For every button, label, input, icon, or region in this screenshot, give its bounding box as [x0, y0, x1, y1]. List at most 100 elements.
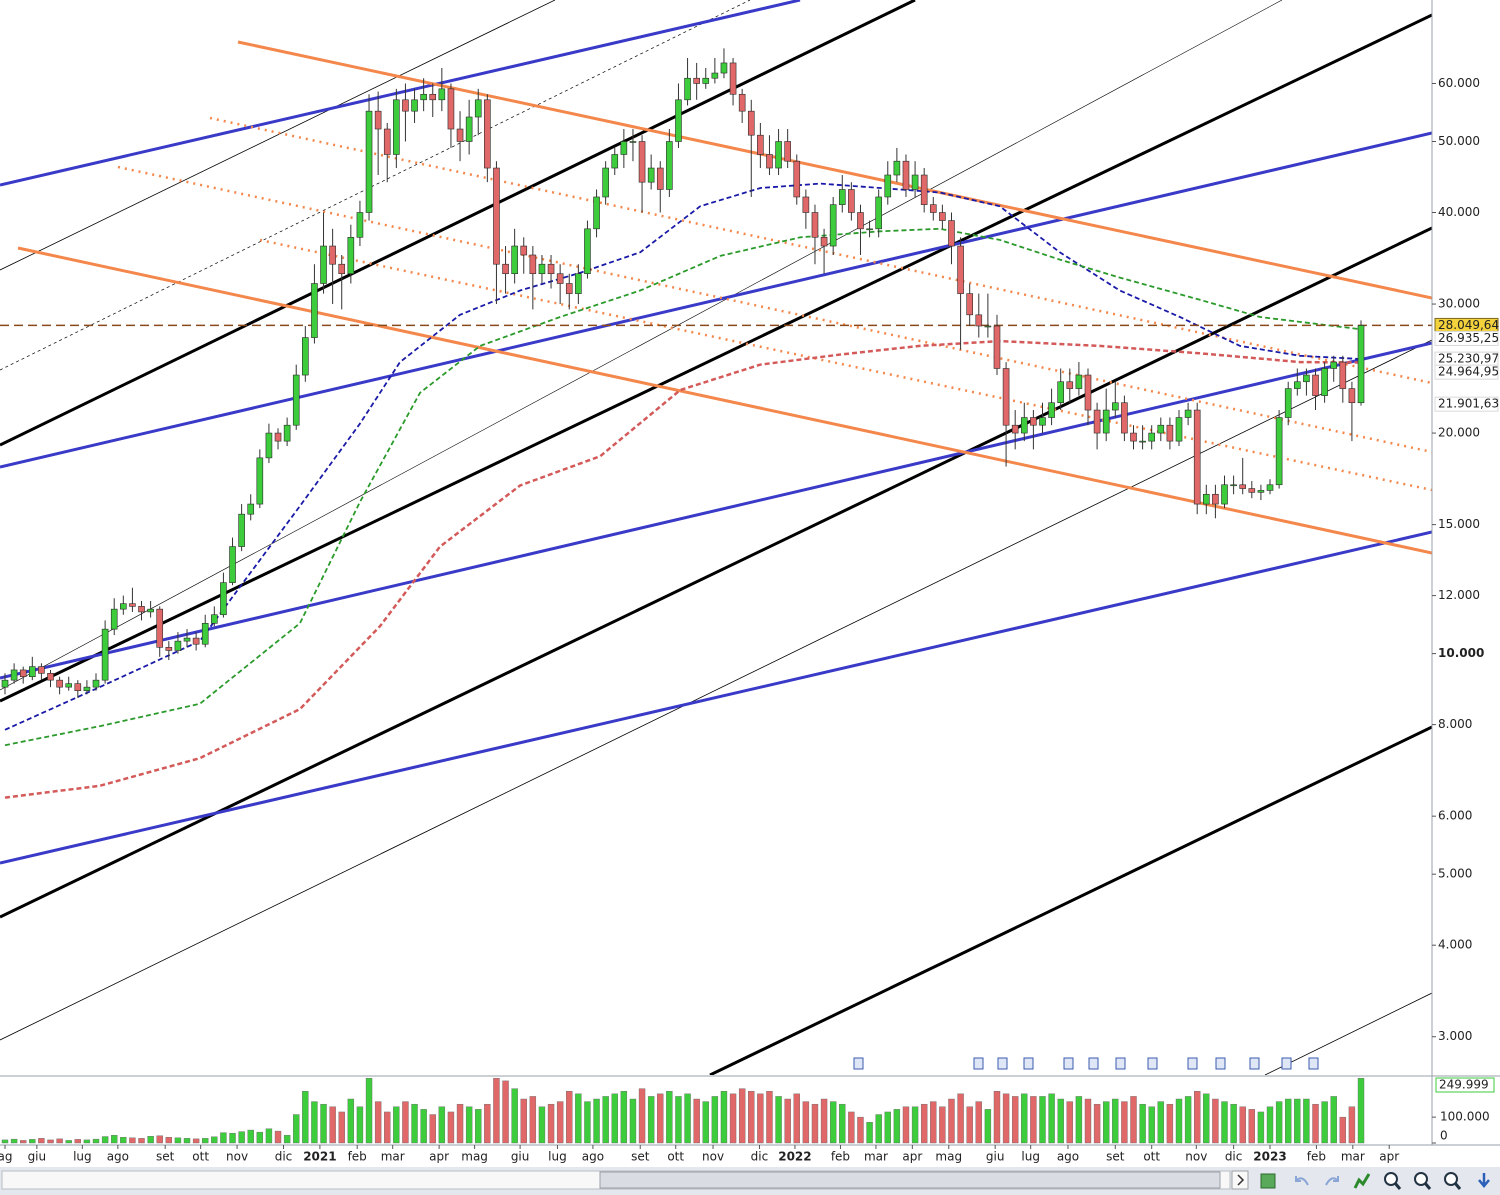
volume-bar: [556, 1101, 564, 1144]
candle-body: [1348, 388, 1356, 404]
candle-body: [65, 683, 73, 688]
candle-body: [966, 293, 973, 316]
trendline: [0, 226, 1432, 919]
volume-bar: [475, 1109, 482, 1144]
note-icon[interactable]: [1063, 1057, 1074, 1070]
candle-body: [211, 614, 218, 624]
y-tick-label: 30.000: [1438, 297, 1480, 311]
volume-bar: [957, 1093, 964, 1144]
candle-body: [183, 637, 191, 642]
candle-body: [984, 325, 992, 328]
x-tick-label: ott: [667, 1150, 684, 1164]
volume-bar: [156, 1135, 163, 1144]
x-tick-label: dic: [275, 1150, 293, 1164]
x-tick-label: 2022: [778, 1150, 811, 1164]
candle-body: [238, 513, 245, 547]
note-icon[interactable]: [1115, 1057, 1126, 1070]
note-icon[interactable]: [1249, 1057, 1260, 1070]
note-icon[interactable]: [973, 1057, 984, 1070]
candle-body: [83, 686, 91, 692]
volume-bar: [1175, 1098, 1183, 1144]
volume-bar: [684, 1093, 691, 1144]
volume-tick-label: 100.000: [1440, 1110, 1490, 1124]
volume-bar: [1066, 1101, 1073, 1144]
volume-bar: [256, 1131, 264, 1144]
note-icon[interactable]: [1088, 1057, 1099, 1070]
volume-bar: [1357, 1078, 1365, 1144]
volume-bar: [74, 1139, 82, 1144]
candle-body: [720, 62, 728, 74]
trendline: [0, 0, 916, 447]
candle-body: [993, 325, 1001, 369]
candle-body: [602, 167, 609, 198]
candle-body: [1048, 402, 1055, 418]
note-icon[interactable]: [1023, 1057, 1034, 1070]
candle-body: [629, 141, 637, 143]
note-icon[interactable]: [1308, 1057, 1319, 1070]
trendline: [0, 341, 1432, 680]
x-tick-label: apr: [1379, 1150, 1399, 1164]
volume-bar: [120, 1137, 127, 1144]
volume-bar: [129, 1137, 136, 1144]
volume-bar: [993, 1091, 1001, 1144]
candle-body: [174, 640, 182, 651]
volume-bar: [1139, 1103, 1146, 1144]
volume-bar: [411, 1103, 418, 1144]
candle-body: [256, 457, 264, 505]
volume-bar: [1011, 1096, 1019, 1144]
volume-bar: [647, 1096, 655, 1144]
scroll-right-button[interactable]: [1231, 1170, 1249, 1190]
volume-bar: [20, 1140, 27, 1144]
volume-bar: [657, 1093, 664, 1144]
volume-bar: [1030, 1096, 1037, 1144]
candle-body: [192, 637, 200, 645]
x-tick-label: ago: [582, 1150, 604, 1164]
toolbar-icon: [1260, 1173, 1276, 1189]
volume-bar: [1348, 1106, 1356, 1144]
candle-body: [38, 666, 45, 674]
volume-bar: [29, 1139, 36, 1144]
x-tick-label: feb: [1307, 1150, 1326, 1164]
note-icon[interactable]: [997, 1057, 1008, 1070]
x-tick-label: nov: [1185, 1150, 1207, 1164]
x-tick-label: giu: [28, 1150, 47, 1164]
note-icon[interactable]: [853, 1057, 864, 1070]
volume-bar: [429, 1114, 436, 1144]
volume-bar: [820, 1098, 828, 1144]
volume-bar: [211, 1136, 218, 1144]
note-icon[interactable]: [1281, 1057, 1292, 1070]
volume-bar: [192, 1138, 200, 1144]
moving-average: [4, 227, 1363, 747]
note-icon[interactable]: [1215, 1057, 1226, 1070]
volume-bar: [702, 1101, 709, 1144]
scrollbar-thumb[interactable]: [599, 1171, 1221, 1189]
candle-body: [766, 154, 773, 169]
candle-body: [1303, 374, 1310, 383]
volume-bar: [547, 1103, 555, 1144]
volume-bar: [611, 1093, 618, 1144]
volume-bar: [575, 1093, 582, 1144]
volume-bar: [675, 1096, 682, 1144]
volume-bar: [775, 1096, 782, 1144]
trendline: [0, 0, 801, 187]
volume-bar: [356, 1106, 364, 1144]
volume-bar: [329, 1106, 336, 1144]
trendline: [1264, 992, 1432, 1075]
moving-average: [4, 182, 1362, 731]
x-tick-label: ag: [0, 1150, 12, 1164]
volume-bar: [620, 1091, 628, 1144]
candle-body: [884, 174, 892, 198]
candle-body: [1257, 490, 1265, 493]
candle-body: [775, 141, 782, 169]
candle-body: [220, 582, 227, 616]
candle-body: [611, 154, 619, 169]
volume-bar: [1285, 1098, 1292, 1144]
note-icon[interactable]: [1187, 1057, 1198, 1070]
candle-body: [711, 72, 719, 79]
volume-bar: [347, 1098, 355, 1144]
note-icon[interactable]: [1147, 1057, 1158, 1070]
candle-body: [556, 273, 564, 284]
volume-bar: [502, 1080, 509, 1144]
candle-body: [502, 263, 509, 275]
